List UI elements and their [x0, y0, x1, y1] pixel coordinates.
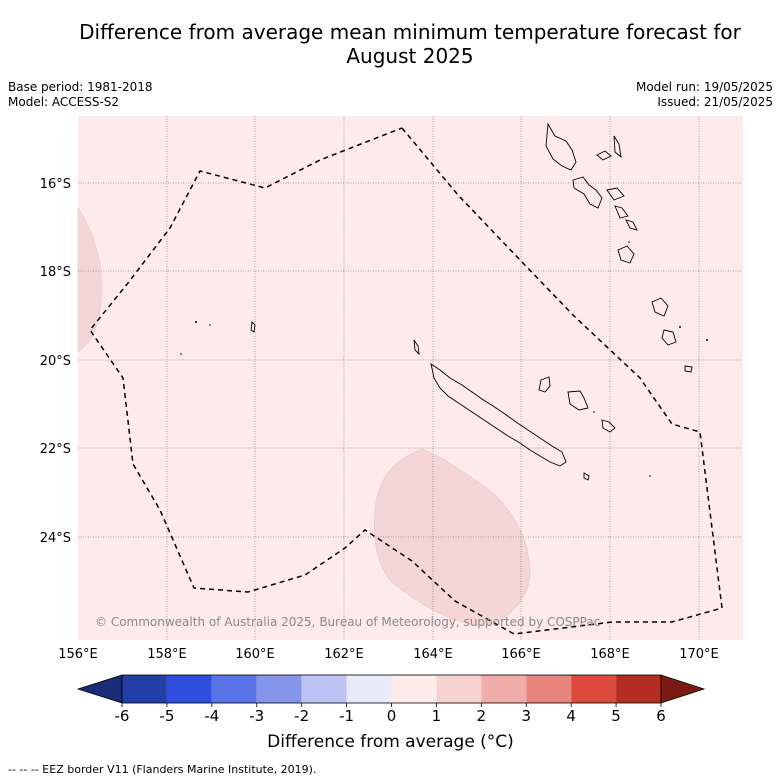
eez-border	[89, 127, 723, 635]
lat-label-24s: 24°S	[40, 531, 71, 546]
anomaly-region-west	[77, 207, 103, 353]
lon-labels: 156°E 158°E 160°E 162°E 164°E 166°E 168°…	[58, 647, 719, 662]
colorbar-swatch	[346, 675, 392, 703]
colorbar-swatch	[481, 675, 527, 703]
colorbar-swatch	[256, 675, 302, 703]
title-line-1: Difference from average mean minimum tem…	[79, 20, 741, 44]
lat-labels: 16°S 18°S 20°S 22°S 24°S	[40, 177, 71, 546]
model-name: Model: ACCESS-S2	[8, 95, 120, 109]
lon-label-164e: 164°E	[413, 647, 453, 662]
lon-label-156e: 156°E	[58, 647, 98, 662]
anomaly-region-south	[373, 448, 531, 627]
colorbar-tick-label: 5	[611, 707, 621, 725]
model-run: Model run: 19/05/2025	[635, 80, 773, 94]
colorbar-tick-label: 0	[387, 707, 397, 725]
colorbar-swatch	[526, 675, 572, 703]
colorbar-tick-label: -1	[339, 707, 354, 725]
colorbar-tick-labels: -6 -5 -4 -3 -2 -1 0 1 2 3 4 5 6	[115, 707, 666, 725]
lat-label-20s: 20°S	[40, 354, 71, 369]
colorbar-tick-label: 3	[521, 707, 531, 725]
lat-label-16s: 16°S	[40, 177, 71, 192]
colorbar-swatch	[391, 675, 437, 703]
colorbar-tick-label: 1	[432, 707, 442, 725]
lon-label-168e: 168°E	[590, 647, 630, 662]
colorbar-tick-label: -2	[294, 707, 309, 725]
lon-label-162e: 162°E	[324, 647, 364, 662]
base-period: Base period: 1981-2018	[8, 80, 153, 94]
meta-right: Model run: 19/05/2025 Issued: 21/05/2025	[636, 80, 773, 110]
lon-label-170e: 170°E	[679, 647, 719, 662]
meta-left: Base period: 1981-2018 Model: ACCESS-S2	[8, 80, 153, 110]
colorbar-swatch	[301, 675, 347, 703]
new-caledonia-coast	[430, 363, 567, 467]
colorbar	[76, 674, 706, 707]
lon-label-166e: 166°E	[501, 647, 541, 662]
issued-date: Issued: 21/05/2025	[657, 95, 773, 109]
colorbar-tick-label: 2	[477, 707, 487, 725]
lon-label-158e: 158°E	[147, 647, 187, 662]
colorbar-swatch	[122, 675, 167, 703]
lon-label-160e: 160°E	[235, 647, 275, 662]
colorbar-swatch	[166, 675, 212, 703]
title-line-2: August 2025	[346, 44, 474, 68]
colorbar-swatch	[211, 675, 257, 703]
colorbar-tick-label: -4	[204, 707, 219, 725]
chart-title: Difference from average mean minimum tem…	[40, 20, 780, 68]
colorbar-tick-label: -6	[115, 707, 130, 725]
small-islets	[180, 241, 708, 477]
lat-label-22s: 22°S	[40, 442, 71, 457]
colorbar-swatch	[616, 675, 661, 703]
copyright-text: © Commonwealth of Australia 2025, Bureau…	[95, 615, 600, 629]
colorbar-label: Difference from average (°C)	[267, 732, 514, 752]
colorbar-tick-label: 6	[656, 707, 666, 725]
colorbar-tick-label: 4	[566, 707, 576, 725]
colorbar-swatch	[436, 675, 482, 703]
coastlines	[250, 122, 693, 481]
gridlines	[78, 116, 743, 640]
colorbar-extend-high	[660, 674, 706, 704]
colorbar-swatch	[571, 675, 617, 703]
lat-label-18s: 18°S	[40, 265, 71, 280]
colorbar-tick-label: -5	[159, 707, 174, 725]
colorbar-tick-label: -3	[249, 707, 264, 725]
eez-footnote: -- -- -- EEZ border V11 (Flanders Marine…	[8, 763, 317, 776]
colorbar-extend-low	[76, 674, 123, 704]
